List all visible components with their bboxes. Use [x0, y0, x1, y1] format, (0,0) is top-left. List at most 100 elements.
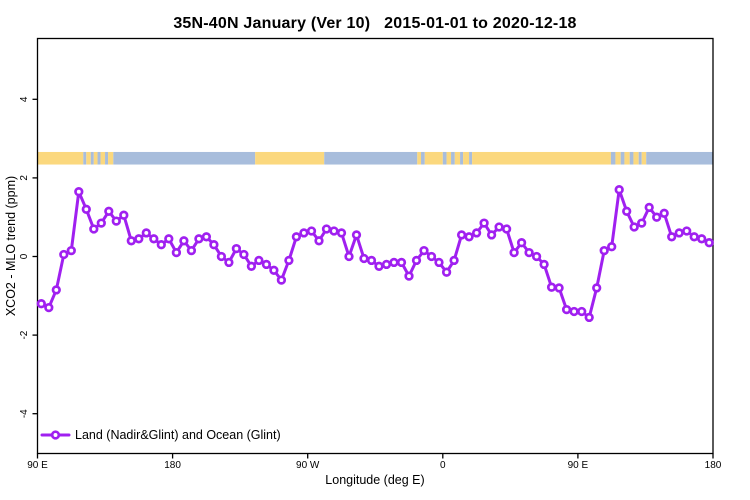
- data-point: [374, 261, 384, 271]
- legend-marker: [50, 430, 61, 440]
- data-point: [607, 242, 617, 252]
- surface-band-segment-land: [255, 151, 325, 165]
- data-point: [366, 255, 377, 266]
- data-point: [104, 206, 114, 216]
- data-point: [246, 261, 257, 271]
- data-point: [592, 283, 602, 293]
- surface-band-segment-ocean: [646, 151, 713, 165]
- data-point: [149, 234, 159, 244]
- surface-band-segment-ocean: [83, 151, 87, 165]
- y-tick-label: -2: [19, 330, 30, 339]
- x-tick-label: 90 E: [27, 460, 48, 471]
- y-tick-label: 0: [19, 253, 30, 259]
- data-point: [667, 232, 677, 242]
- data-point: [561, 304, 572, 315]
- x-tick-label: 90 W: [296, 460, 320, 471]
- data-point: [179, 236, 189, 246]
- data-point: [652, 212, 662, 222]
- surface-band-segment-land: [93, 151, 98, 165]
- data-point: [276, 275, 287, 285]
- data-point: [674, 228, 684, 238]
- y-axis-title: XCO2 - MLO trend (ppm): [4, 175, 18, 317]
- y-tick-label: 4: [19, 96, 30, 102]
- data-point: [321, 224, 332, 234]
- data-point: [164, 234, 174, 244]
- data-point: [539, 259, 549, 270]
- data-point: [441, 267, 452, 277]
- surface-band-segment-ocean: [469, 151, 473, 165]
- x-axis-title: Longitude (deg E): [325, 473, 425, 487]
- data-point: [89, 224, 99, 234]
- surface-band-segment-land: [641, 151, 647, 165]
- legend-label: Land (Nadir&Glint) and Ocean (Glint): [75, 428, 281, 442]
- data-point: [224, 257, 234, 268]
- data-point: [269, 265, 279, 275]
- data-point: [501, 224, 512, 234]
- data-point: [36, 299, 46, 309]
- data-point: [599, 245, 609, 256]
- data-point: [577, 306, 587, 317]
- data-point: [299, 228, 309, 238]
- data-point: [471, 228, 482, 238]
- data-point: [584, 312, 594, 323]
- surface-band-segment-ocean: [610, 151, 616, 165]
- data-point: [637, 218, 647, 228]
- data-point: [689, 232, 699, 242]
- data-point: [126, 236, 136, 246]
- data-point: [134, 234, 144, 244]
- data-point: [704, 238, 714, 248]
- data-point: [81, 204, 91, 214]
- data-point: [614, 185, 624, 195]
- data-point: [509, 247, 519, 258]
- data-point: [156, 240, 166, 250]
- data-point: [697, 234, 707, 244]
- data-point: [344, 251, 354, 262]
- data-point: [682, 226, 692, 236]
- surface-band-segment-land: [417, 151, 422, 165]
- data-point: [449, 255, 459, 266]
- chart-title: 35N-40N January (Ver 10) 2015-01-01 to 2…: [173, 15, 577, 32]
- data-point: [96, 218, 106, 228]
- data-line: [39, 188, 711, 319]
- data-point: [201, 232, 212, 242]
- data-point: [629, 222, 639, 232]
- surface-band-segment-land: [615, 151, 621, 165]
- data-point: [411, 255, 422, 266]
- data-point: [381, 259, 392, 270]
- y-tick-label: -4: [19, 409, 30, 418]
- data-point: [74, 187, 84, 197]
- surface-band-segment-ocean: [97, 151, 101, 165]
- data-point: [306, 226, 317, 236]
- surface-band-segment-ocean: [638, 151, 642, 165]
- data-point: [524, 247, 534, 258]
- data-point: [44, 302, 54, 313]
- data-point: [389, 257, 399, 268]
- surface-band-segment-land: [624, 151, 630, 165]
- surface-band-segment-land: [108, 151, 114, 165]
- data-point: [659, 208, 669, 218]
- data-point: [59, 249, 69, 260]
- data-point: [119, 210, 129, 220]
- data-point: [456, 230, 467, 240]
- data-point: [186, 245, 197, 256]
- data-point: [194, 234, 204, 244]
- surface-band-segment-land: [633, 151, 639, 165]
- data-point: [111, 216, 121, 226]
- surface-band-segment-ocean: [442, 151, 447, 165]
- data-point: [314, 236, 324, 246]
- data-point: [231, 243, 242, 254]
- data-point: [546, 282, 557, 292]
- data-point: [419, 245, 429, 256]
- data-point: [516, 238, 527, 248]
- surface-band-segment-land: [463, 151, 470, 165]
- x-tick-label: 90 E: [568, 460, 589, 471]
- data-point: [644, 202, 654, 213]
- data-point: [464, 232, 474, 242]
- data-point: [141, 228, 151, 238]
- data-point: [531, 251, 542, 262]
- surface-band-segment-land: [454, 151, 461, 165]
- surface-band-segment-ocean: [421, 151, 425, 165]
- x-tick-label: 180: [705, 460, 722, 471]
